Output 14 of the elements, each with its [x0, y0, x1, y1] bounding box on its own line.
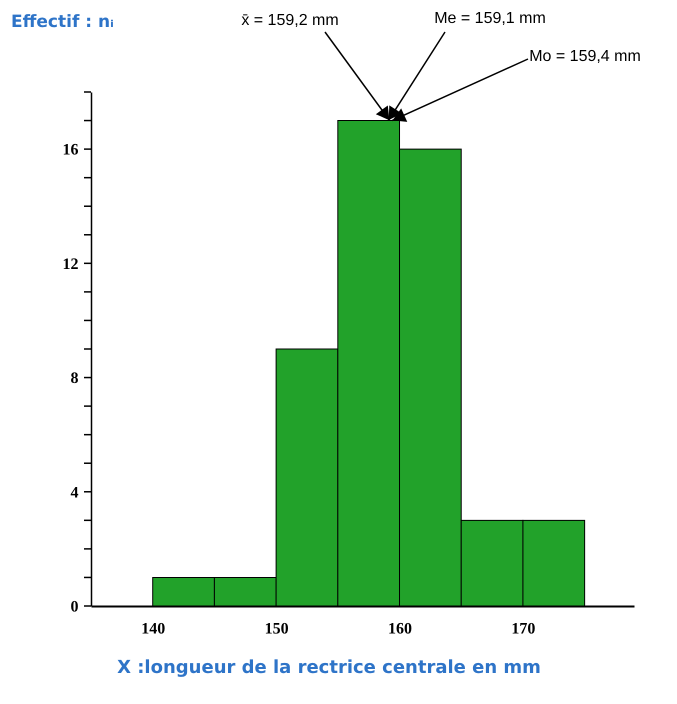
x-tick-label: 160: [388, 620, 412, 638]
y-tick-label: 0: [70, 598, 78, 616]
x-axis-title: X :longueur de la rectrice centrale en mm: [117, 657, 541, 678]
y-tick-label: 12: [62, 256, 78, 273]
x-tick-label: 140: [141, 620, 166, 638]
x-tick-label: 150: [264, 620, 289, 638]
annotation: Me = 159,1 mm: [434, 10, 546, 27]
y-tick-label: 4: [70, 484, 78, 502]
annotation: x̄ = 159,2 mm: [241, 12, 339, 29]
x-tick-label: 170: [511, 620, 536, 638]
y-tick-label: 16: [62, 142, 78, 159]
y-tick-label: 8: [70, 370, 78, 388]
annotation: Mo = 159,4 mm: [529, 48, 641, 65]
y-axis-title: Effectif : nᵢ: [11, 12, 114, 32]
